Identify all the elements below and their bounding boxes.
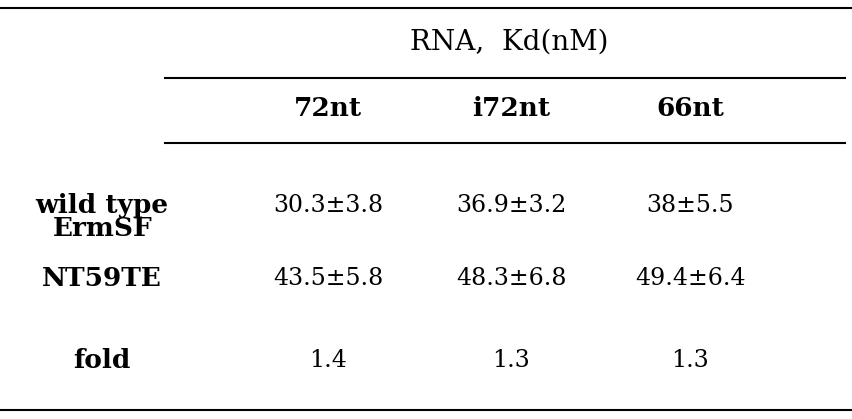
- Text: 30.3±3.8: 30.3±3.8: [273, 194, 383, 217]
- Text: NT59TE: NT59TE: [43, 266, 162, 290]
- Text: 1.3: 1.3: [671, 349, 709, 372]
- Text: 49.4±6.4: 49.4±6.4: [635, 266, 746, 290]
- Text: i72nt: i72nt: [472, 96, 550, 121]
- Text: 48.3±6.8: 48.3±6.8: [456, 266, 567, 290]
- Text: RNA,  Kd(nM): RNA, Kd(nM): [410, 28, 608, 55]
- Text: wild type: wild type: [36, 192, 169, 217]
- Text: 1.4: 1.4: [309, 349, 347, 372]
- Text: ErmSF: ErmSF: [52, 215, 153, 241]
- Text: 1.3: 1.3: [492, 349, 530, 372]
- Text: 72nt: 72nt: [294, 96, 362, 121]
- Text: 38±5.5: 38±5.5: [647, 194, 734, 217]
- Text: 66nt: 66nt: [656, 96, 724, 121]
- Text: fold: fold: [73, 347, 131, 372]
- Text: 43.5±5.8: 43.5±5.8: [273, 266, 383, 290]
- Text: 36.9±3.2: 36.9±3.2: [456, 194, 567, 217]
